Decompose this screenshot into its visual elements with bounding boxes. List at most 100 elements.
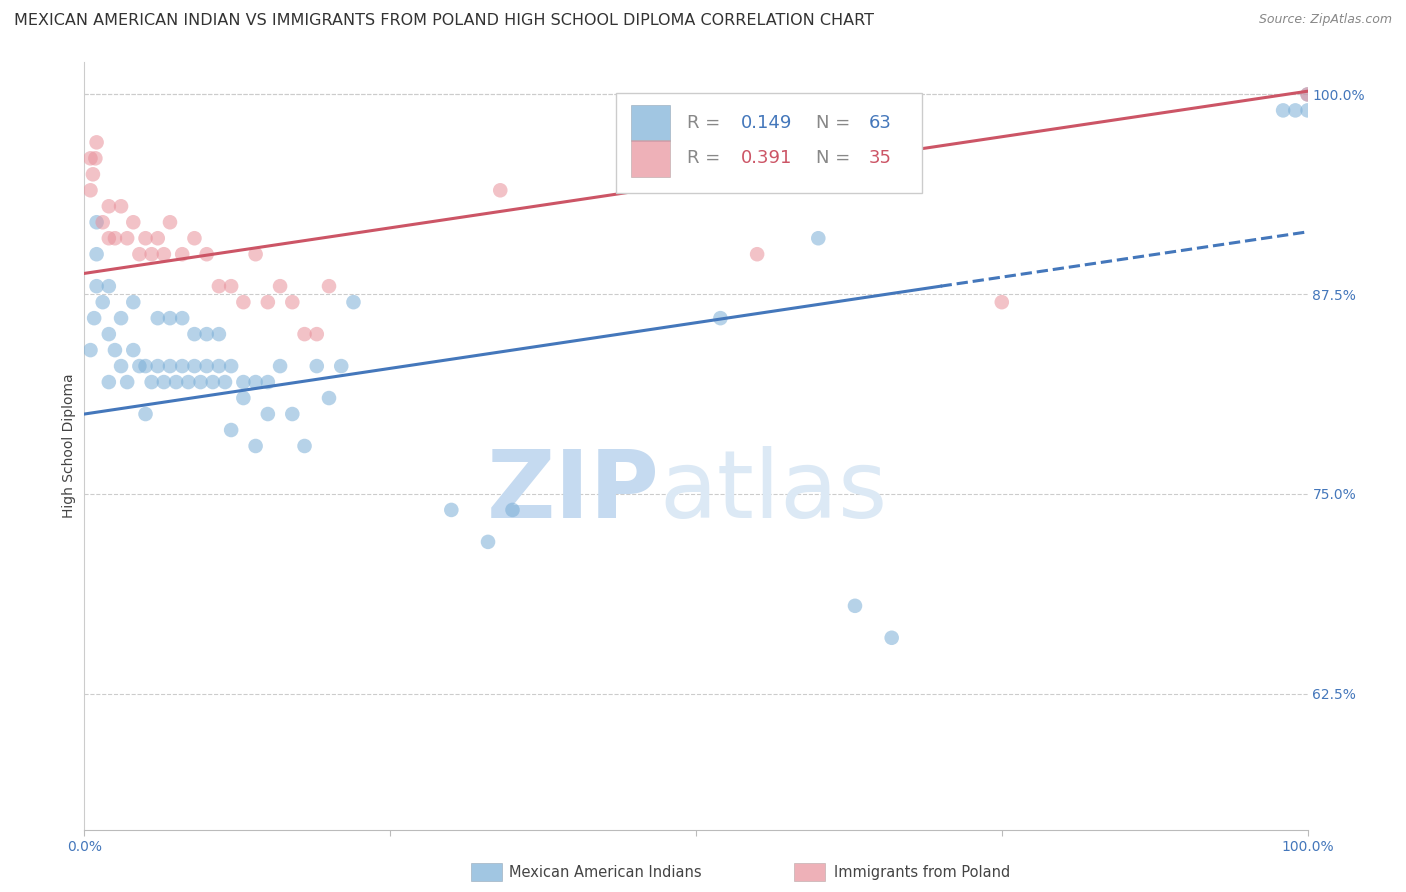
Point <box>159 311 181 326</box>
Point <box>195 247 218 261</box>
Point <box>807 231 830 245</box>
Point <box>153 375 176 389</box>
Point <box>82 167 104 181</box>
Point <box>342 295 364 310</box>
Point <box>195 359 218 373</box>
Point <box>97 327 120 342</box>
Point <box>86 136 108 150</box>
Point <box>135 231 157 245</box>
Point <box>122 295 145 310</box>
Point <box>122 215 145 229</box>
Point <box>135 407 157 421</box>
Point <box>172 311 194 326</box>
Point <box>1296 103 1319 118</box>
Point <box>1272 103 1295 118</box>
Point <box>232 295 254 310</box>
Point <box>79 152 101 166</box>
FancyBboxPatch shape <box>631 140 671 177</box>
Point <box>245 247 267 261</box>
Text: Immigrants from Poland: Immigrants from Poland <box>834 865 1010 880</box>
Text: atlas: atlas <box>659 446 887 538</box>
Point <box>97 375 120 389</box>
Point <box>115 375 138 389</box>
Text: 0.391: 0.391 <box>741 149 793 168</box>
Point <box>110 199 132 213</box>
Point <box>86 247 108 261</box>
Point <box>159 215 181 229</box>
Point <box>172 359 194 373</box>
Point <box>489 183 512 197</box>
Point <box>269 279 291 293</box>
Point <box>135 359 157 373</box>
Point <box>257 407 280 421</box>
Text: MEXICAN AMERICAN INDIAN VS IMMIGRANTS FROM POLAND HIGH SCHOOL DIPLOMA CORRELATIO: MEXICAN AMERICAN INDIAN VS IMMIGRANTS FR… <box>14 13 875 29</box>
Point <box>86 279 108 293</box>
Point <box>219 423 242 437</box>
Point <box>195 327 218 342</box>
Point <box>97 279 120 293</box>
Point <box>208 359 231 373</box>
Point <box>245 439 267 453</box>
Point <box>110 311 132 326</box>
Text: Mexican American Indians: Mexican American Indians <box>509 865 702 880</box>
Point <box>183 231 205 245</box>
Text: Source: ZipAtlas.com: Source: ZipAtlas.com <box>1258 13 1392 27</box>
Point <box>79 183 101 197</box>
Point <box>208 327 231 342</box>
Point <box>305 359 328 373</box>
Point <box>318 279 340 293</box>
Point <box>747 247 769 261</box>
Point <box>86 215 108 229</box>
Point <box>294 439 316 453</box>
Point <box>201 375 224 389</box>
Point <box>190 375 212 389</box>
Y-axis label: High School Diploma: High School Diploma <box>62 374 76 518</box>
Point <box>318 391 340 405</box>
Point <box>219 279 242 293</box>
Point <box>159 359 181 373</box>
Point <box>146 359 169 373</box>
Point <box>440 503 463 517</box>
Point <box>165 375 187 389</box>
Point <box>1296 87 1319 102</box>
Point <box>153 247 176 261</box>
Point <box>844 599 866 613</box>
Point <box>183 359 205 373</box>
Point <box>1284 103 1306 118</box>
Point <box>991 295 1014 310</box>
Point <box>232 375 254 389</box>
Point <box>97 231 120 245</box>
Point <box>97 199 120 213</box>
Point <box>183 327 205 342</box>
Point <box>281 407 304 421</box>
Point <box>709 311 731 326</box>
Text: N =: N = <box>815 149 856 168</box>
Point <box>122 343 145 358</box>
Point <box>219 359 242 373</box>
Point <box>294 327 316 342</box>
Text: N =: N = <box>815 114 856 132</box>
Point <box>91 295 114 310</box>
Point <box>110 359 132 373</box>
Point <box>172 247 194 261</box>
Point <box>477 535 499 549</box>
Point <box>84 152 107 166</box>
Point <box>269 359 291 373</box>
Text: R =: R = <box>688 114 727 132</box>
Text: R =: R = <box>688 149 727 168</box>
Point <box>91 215 114 229</box>
Point <box>214 375 236 389</box>
Point <box>208 279 231 293</box>
Text: ZIP: ZIP <box>486 446 659 538</box>
Point <box>146 231 169 245</box>
FancyBboxPatch shape <box>616 93 922 193</box>
Point <box>177 375 200 389</box>
Point <box>1296 87 1319 102</box>
Text: 63: 63 <box>869 114 891 132</box>
FancyBboxPatch shape <box>631 104 671 142</box>
Point <box>502 503 524 517</box>
Point <box>79 343 101 358</box>
Point <box>104 231 127 245</box>
Point <box>257 295 280 310</box>
Text: 35: 35 <box>869 149 891 168</box>
